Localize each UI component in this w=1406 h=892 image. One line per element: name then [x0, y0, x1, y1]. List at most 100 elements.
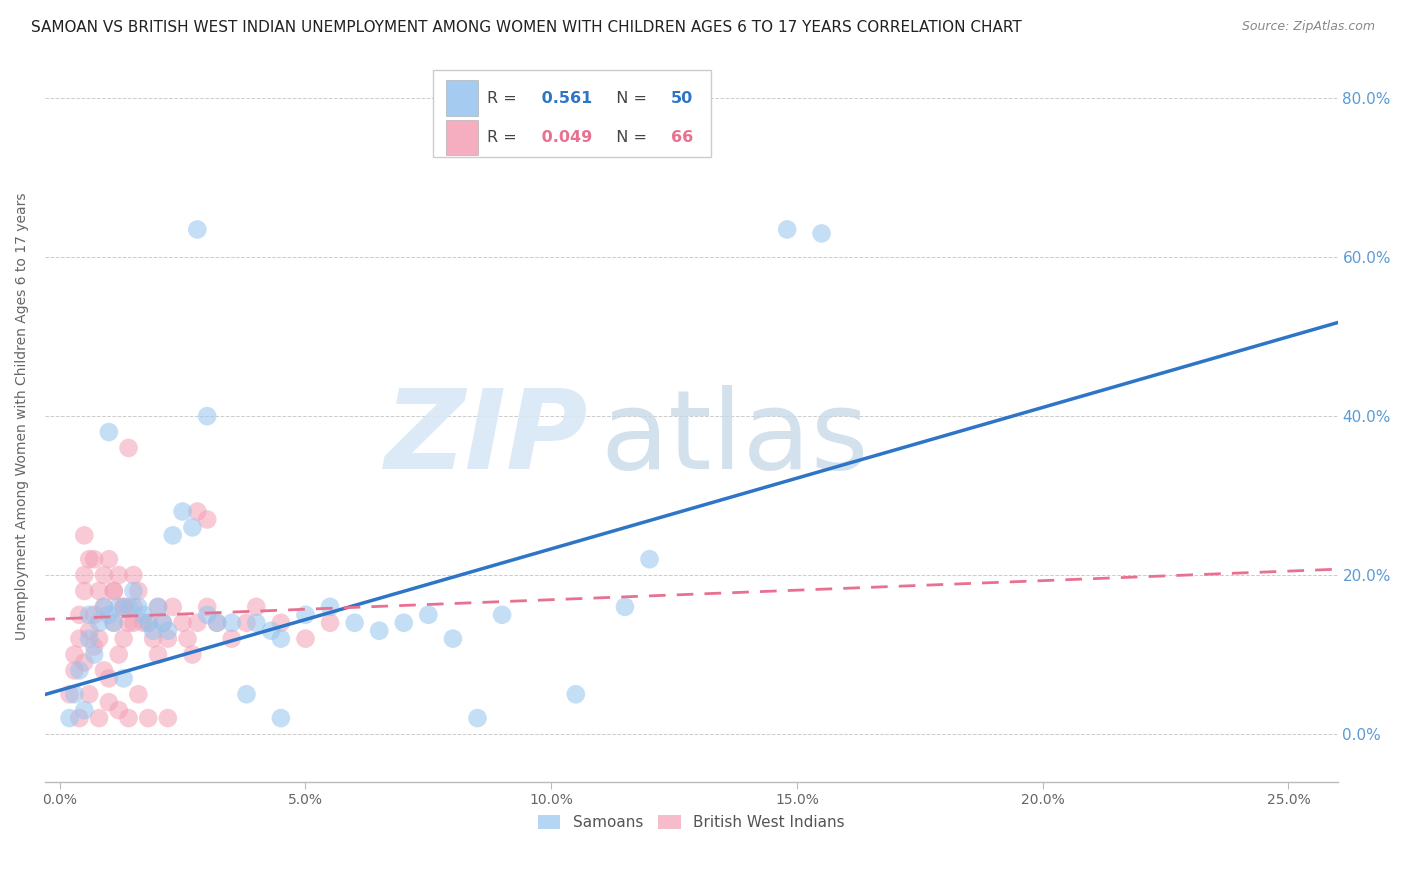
Point [142, 624, 165, 638]
Point [107, 568, 129, 582]
Bar [446, 80, 478, 116]
Point [93, 599, 115, 614]
Point [146, 648, 169, 662]
Point [93, 664, 115, 678]
Text: 66: 66 [671, 130, 693, 145]
Point [73, 584, 96, 599]
Point [97, 425, 120, 439]
Point [103, 615, 125, 630]
Point [205, 615, 228, 630]
Point [83, 640, 105, 654]
Point [195, 512, 218, 526]
Point [245, 599, 267, 614]
Point [152, 615, 174, 630]
Point [638, 552, 661, 566]
Point [58, 687, 80, 701]
Point [73, 528, 96, 542]
Point [467, 711, 489, 725]
Text: Source: ZipAtlas.com: Source: ZipAtlas.com [1241, 20, 1375, 33]
Point [392, 615, 415, 630]
Text: 50: 50 [671, 90, 693, 105]
FancyBboxPatch shape [433, 70, 710, 157]
Point [97, 672, 120, 686]
Point [112, 599, 135, 614]
Point [127, 687, 149, 701]
Point [176, 632, 198, 646]
Point [58, 711, 80, 725]
Point [97, 607, 120, 622]
Text: 0.049: 0.049 [536, 130, 592, 145]
Point [87, 711, 110, 725]
Y-axis label: Unemployment Among Women with Children Ages 6 to 17 years: Unemployment Among Women with Children A… [15, 193, 30, 640]
Legend: Samoans, British West Indians: Samoans, British West Indians [531, 809, 851, 836]
Point [156, 711, 179, 725]
Point [103, 584, 125, 599]
Point [77, 687, 100, 701]
Point [112, 632, 135, 646]
Point [156, 632, 179, 646]
Point [221, 615, 243, 630]
Point [97, 695, 120, 709]
Point [181, 520, 204, 534]
Point [112, 599, 135, 614]
Point [97, 552, 120, 566]
Point [63, 687, 86, 701]
Point [146, 599, 169, 614]
Point [93, 568, 115, 582]
Text: N =: N = [606, 130, 652, 145]
Point [181, 648, 204, 662]
Point [63, 648, 86, 662]
Point [146, 599, 169, 614]
Point [77, 607, 100, 622]
Point [83, 552, 105, 566]
Point [195, 409, 218, 424]
Point [122, 584, 145, 599]
Text: R =: R = [486, 90, 522, 105]
Point [73, 568, 96, 582]
Text: atlas: atlas [600, 384, 869, 491]
Text: SAMOAN VS BRITISH WEST INDIAN UNEMPLOYMENT AMONG WOMEN WITH CHILDREN AGES 6 TO 1: SAMOAN VS BRITISH WEST INDIAN UNEMPLOYME… [31, 20, 1022, 35]
Point [127, 599, 149, 614]
Point [117, 599, 139, 614]
Point [122, 615, 145, 630]
Point [87, 632, 110, 646]
Point [294, 632, 316, 646]
Point [152, 615, 174, 630]
Point [195, 599, 218, 614]
Point [107, 703, 129, 717]
Point [418, 607, 440, 622]
Point [83, 607, 105, 622]
Point [613, 599, 636, 614]
Point [93, 599, 115, 614]
Point [195, 607, 218, 622]
Point [245, 615, 267, 630]
Point [67, 711, 90, 725]
Point [136, 615, 159, 630]
Point [77, 632, 100, 646]
Point [270, 632, 292, 646]
Point [73, 656, 96, 670]
Point [127, 584, 149, 599]
Point [319, 599, 342, 614]
Point [107, 648, 129, 662]
Text: ZIP: ZIP [384, 384, 588, 491]
Point [156, 624, 179, 638]
Text: R =: R = [486, 130, 522, 145]
Point [77, 624, 100, 638]
Point [294, 607, 316, 622]
Bar [446, 120, 478, 155]
Point [172, 504, 194, 518]
Point [491, 607, 513, 622]
Point [343, 615, 366, 630]
Point [87, 584, 110, 599]
Point [172, 615, 194, 630]
Point [270, 615, 292, 630]
Point [67, 664, 90, 678]
Point [107, 599, 129, 614]
Point [319, 615, 342, 630]
Point [186, 504, 208, 518]
Point [117, 711, 139, 725]
Point [221, 632, 243, 646]
Point [122, 599, 145, 614]
Point [142, 632, 165, 646]
